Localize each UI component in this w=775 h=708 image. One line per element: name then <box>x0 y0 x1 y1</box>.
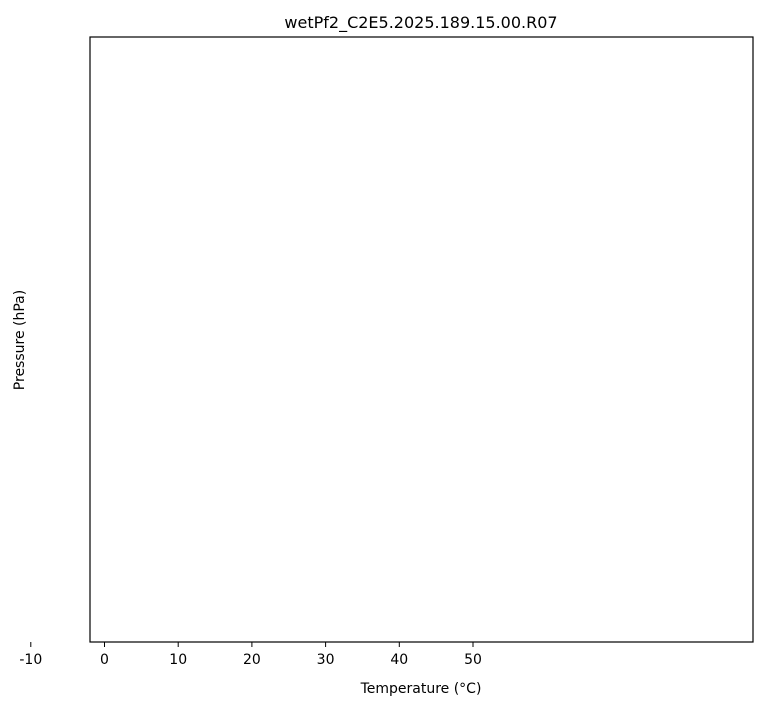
x-axis-title: Temperature (°C) <box>360 681 482 697</box>
y-axis-title: Pressure (hPa) <box>12 290 28 390</box>
x-tick-label: 50 <box>464 652 482 668</box>
x-tick-label: 40 <box>390 652 408 668</box>
plot-frame <box>89 36 754 643</box>
x-tick-label: 30 <box>317 652 335 668</box>
x-tick-label: 10 <box>169 652 187 668</box>
x-tick-label: 0 <box>100 652 109 668</box>
x-tick-label: -10 <box>19 652 42 668</box>
chart-title: wetPf2_C2E5.2025.189.15.00.R07 <box>284 13 557 33</box>
x-tick-label: 20 <box>243 652 261 668</box>
